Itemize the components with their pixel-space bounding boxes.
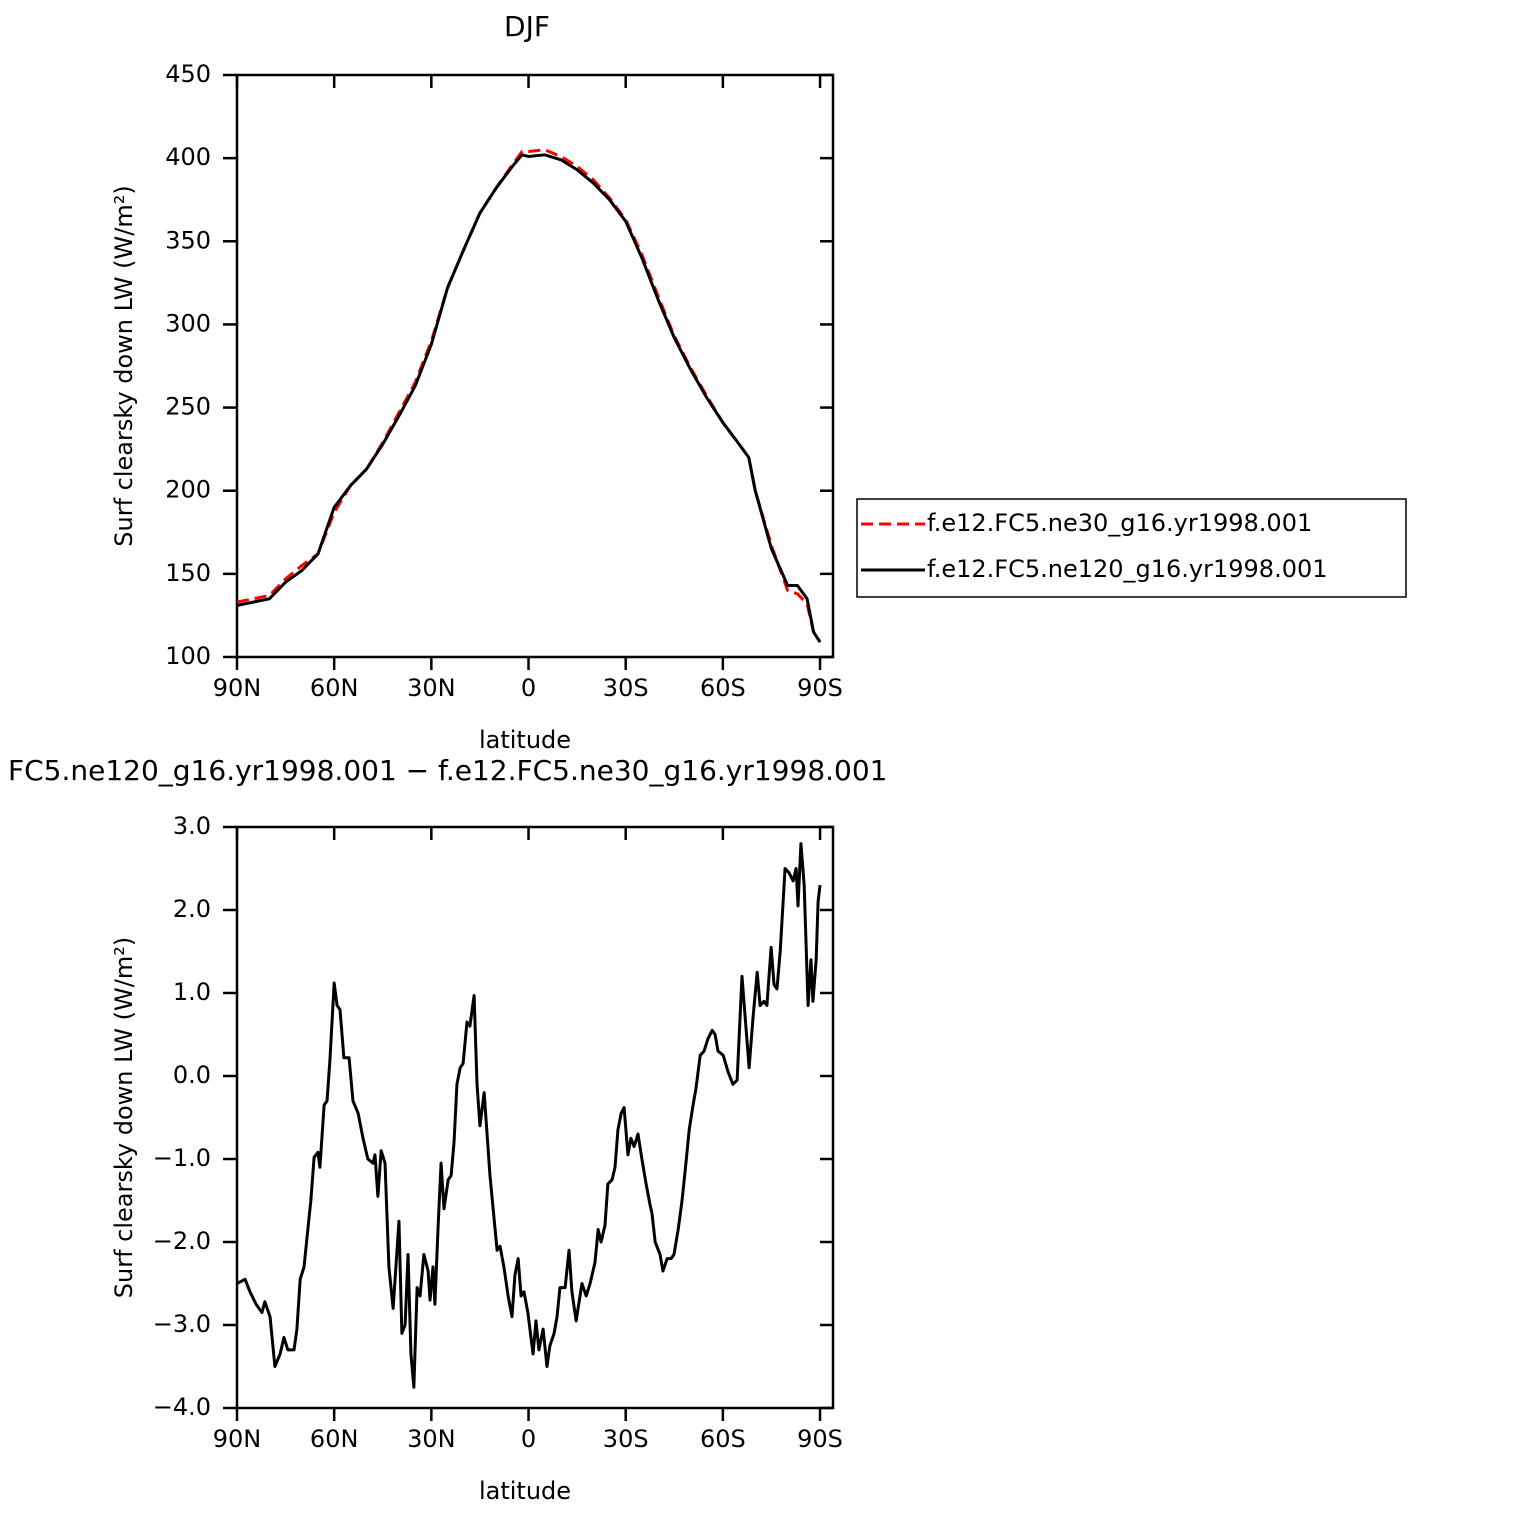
y-tick-label: 200	[165, 476, 211, 504]
y-tick-label: 3.0	[173, 812, 211, 840]
y-tick-label: 1.0	[173, 978, 211, 1006]
data-line	[236, 153, 822, 643]
y-tick-label: −4.0	[153, 1393, 211, 1421]
chart-title: DJF	[504, 10, 550, 43]
legend-label: f.e12.FC5.ne30_g16.yr1998.001	[927, 509, 1312, 537]
y-tick-label: 450	[165, 60, 211, 88]
y-tick-label: 350	[165, 226, 211, 254]
y-tick-label: 150	[165, 559, 211, 587]
x-tick-label: 90N	[213, 1425, 262, 1453]
y-axis-label: Surf clearsky down LW (W/m²)	[110, 937, 138, 1298]
x-tick-label: 30S	[603, 674, 649, 702]
y-tick-label: 300	[165, 309, 211, 337]
x-tick-label: 60S	[700, 1425, 746, 1453]
x-tick-label: 0	[521, 1425, 536, 1453]
x-axis-label: latitude	[479, 1477, 571, 1505]
x-tick-label: 60N	[310, 1425, 359, 1453]
x-tick-label: 90S	[797, 1425, 843, 1453]
chart-title: FC5.ne120_g16.yr1998.001 − f.e12.FC5.ne3…	[8, 754, 887, 787]
legend-label: f.e12.FC5.ne120_g16.yr1998.001	[927, 555, 1328, 583]
y-tick-label: −1.0	[153, 1144, 211, 1172]
x-tick-label: 60S	[700, 674, 746, 702]
y-tick-label: 250	[165, 393, 211, 421]
x-tick-label: 30S	[603, 1425, 649, 1453]
legend-box	[856, 498, 1407, 598]
x-tick-label: 90S	[797, 674, 843, 702]
data-line	[236, 842, 822, 1389]
y-tick-label: −3.0	[153, 1310, 211, 1338]
x-tick-label: 90N	[213, 674, 262, 702]
x-tick-label: 0	[521, 674, 536, 702]
y-axis-label: Surf clearsky down LW (W/m²)	[110, 185, 138, 546]
data-line	[236, 148, 822, 643]
y-tick-label: −2.0	[153, 1227, 211, 1255]
y-tick-label: 400	[165, 143, 211, 171]
x-axis-label: latitude	[479, 726, 571, 754]
x-tick-label: 60N	[310, 674, 359, 702]
plot-frame	[235, 73, 835, 659]
y-tick-label: 0.0	[173, 1061, 211, 1089]
y-tick-label: 100	[165, 642, 211, 670]
x-tick-label: 30N	[407, 1425, 456, 1453]
x-tick-label: 30N	[407, 674, 456, 702]
plot-frame	[235, 825, 835, 1410]
y-tick-label: 2.0	[173, 895, 211, 923]
